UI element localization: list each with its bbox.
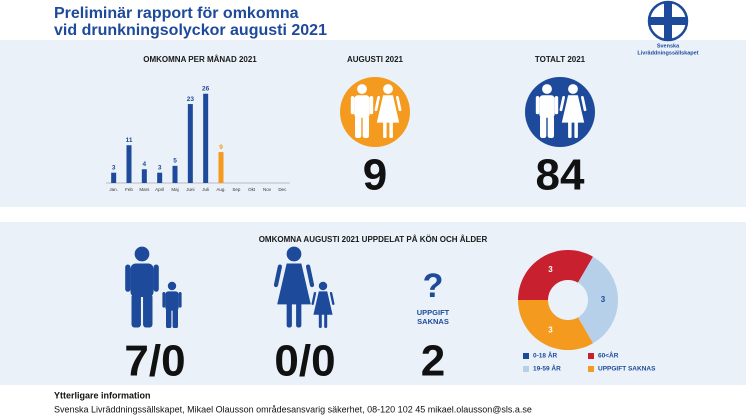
data-label: 11 bbox=[126, 137, 133, 144]
x-tick-label: Okt bbox=[248, 187, 256, 192]
data-label: 9 bbox=[219, 144, 223, 151]
x-tick-label: Nov bbox=[263, 187, 272, 192]
stat-label: AUGUSTI 2021 bbox=[347, 55, 404, 64]
logo: Svenska Livräddningssällskapet bbox=[637, 0, 699, 56]
bar bbox=[111, 172, 117, 183]
unknown-value: 2 bbox=[421, 337, 445, 386]
data-label: 3 bbox=[548, 265, 553, 274]
pie-segment bbox=[578, 256, 618, 344]
x-tick-label: April bbox=[155, 187, 164, 192]
bar bbox=[141, 169, 147, 183]
bottom-panel bbox=[0, 222, 746, 385]
stat-value: 84 bbox=[536, 151, 585, 200]
bar bbox=[203, 93, 209, 183]
men-value: 7/0 bbox=[124, 337, 185, 386]
logo-text: Svenska bbox=[657, 43, 680, 49]
legend-swatch bbox=[523, 353, 529, 359]
breakdown-title: OMKOMNA AUGUSTI 2021 UPPDELAT PÅ KÖN OCH… bbox=[259, 235, 488, 244]
x-tick-label: Maj bbox=[171, 187, 178, 192]
footer-text: Svenska Livräddningssällskapet, Mikael O… bbox=[54, 404, 532, 414]
unknown-label: SAKNAS bbox=[417, 317, 449, 326]
legend-label: 19-59 ÅR bbox=[533, 364, 561, 373]
legend-swatch bbox=[588, 353, 594, 359]
x-tick-label: Sep bbox=[232, 187, 241, 192]
x-tick-label: Juni bbox=[186, 187, 194, 192]
x-tick-label: Mars bbox=[139, 187, 150, 192]
bar bbox=[126, 145, 132, 183]
icon-circle bbox=[525, 77, 595, 147]
logo-text: Livräddningssällskapet bbox=[637, 50, 698, 56]
data-label: 3 bbox=[601, 295, 606, 304]
legend-label: UPPGIFT SAKNAS bbox=[598, 366, 656, 373]
bar bbox=[218, 152, 224, 183]
pie-segment bbox=[518, 250, 593, 300]
icon-circle bbox=[340, 77, 410, 147]
women-value: 0/0 bbox=[274, 337, 335, 386]
title-line: Preliminär rapport för omkomna bbox=[54, 5, 299, 22]
bar-title: OMKOMNA PER MÅNAD 2021 bbox=[143, 55, 257, 64]
legend-label: 60<ÅR bbox=[598, 351, 619, 360]
data-label: 4 bbox=[143, 161, 147, 168]
pie-segment bbox=[518, 300, 593, 350]
x-tick-label: Dec bbox=[278, 187, 287, 192]
legend-swatch bbox=[523, 366, 529, 372]
data-label: 3 bbox=[158, 164, 162, 171]
legend-label: 0-18 ÅR bbox=[533, 351, 558, 360]
x-tick-label: Juli bbox=[202, 187, 209, 192]
x-tick-label: Jan. bbox=[109, 187, 118, 192]
x-tick-label: Aug. bbox=[216, 187, 225, 192]
unknown-label: UPPGIFT bbox=[417, 308, 450, 317]
bar bbox=[172, 165, 178, 183]
footer-heading: Ytterligare information bbox=[54, 390, 151, 400]
question-icon: ? bbox=[423, 267, 444, 305]
stat-label: TOTALT 2021 bbox=[535, 55, 586, 64]
data-label: 26 bbox=[202, 85, 210, 92]
x-tick-label: Feb bbox=[125, 187, 133, 192]
data-label: 3 bbox=[548, 325, 553, 334]
bar bbox=[157, 172, 163, 183]
bar bbox=[187, 104, 193, 183]
data-label: 5 bbox=[173, 158, 177, 165]
data-label: 3 bbox=[112, 164, 116, 171]
stat-value: 9 bbox=[363, 151, 387, 200]
title-line: vid drunkningsolyckor augusti 2021 bbox=[54, 22, 327, 39]
legend-swatch bbox=[588, 366, 594, 372]
data-label: 23 bbox=[187, 96, 195, 103]
